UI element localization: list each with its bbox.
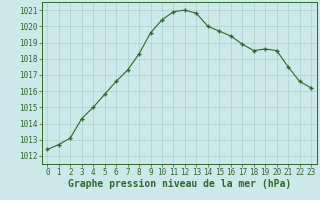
X-axis label: Graphe pression niveau de la mer (hPa): Graphe pression niveau de la mer (hPa) xyxy=(68,179,291,189)
